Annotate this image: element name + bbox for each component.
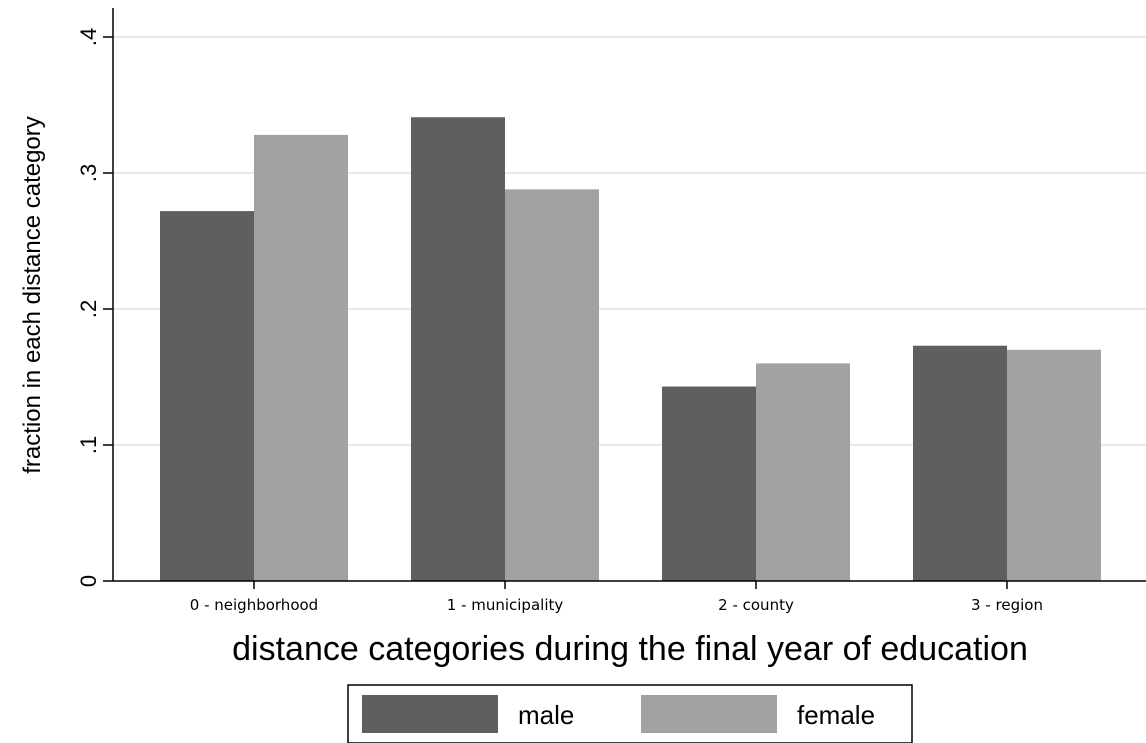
y-tick-label: .1 <box>76 436 101 454</box>
legend: male female <box>347 684 913 743</box>
x-axis-title: distance categories during the final yea… <box>232 630 1028 668</box>
x-tick-label: 1 - municipality <box>447 596 564 614</box>
bar-male-0 <box>160 211 254 581</box>
y-axis-title: fraction in each distance category <box>19 116 46 474</box>
y-tick-label: .2 <box>76 300 101 318</box>
y-tick-label: .4 <box>76 28 101 46</box>
bar-female-0 <box>254 134 348 582</box>
x-ticks: 0 - neighborhood 1 - municipality 2 - coun… <box>190 581 1043 614</box>
x-tick-label: 2 - county <box>718 596 794 614</box>
x-tick-label: 0 - neighborhood <box>190 596 318 614</box>
x-tick-label: 3 - region <box>971 596 1043 614</box>
legend-label-female: female <box>797 700 875 730</box>
legend-label-male: male <box>518 700 574 730</box>
bar-female-1 <box>505 189 599 581</box>
bar-male-2 <box>662 386 756 581</box>
bar-male-3 <box>913 345 1007 581</box>
y-ticks: 0 .1 .2 .3 .4 <box>76 28 113 587</box>
bars <box>160 117 1101 582</box>
bar-male-1 <box>411 117 505 582</box>
legend-swatch-male <box>362 695 498 733</box>
bar-female-2 <box>756 363 850 581</box>
y-tick-label: 0 <box>76 575 101 587</box>
bar-female-3 <box>1007 349 1101 581</box>
y-tick-label: .3 <box>76 164 101 182</box>
legend-swatch-female <box>641 695 777 733</box>
